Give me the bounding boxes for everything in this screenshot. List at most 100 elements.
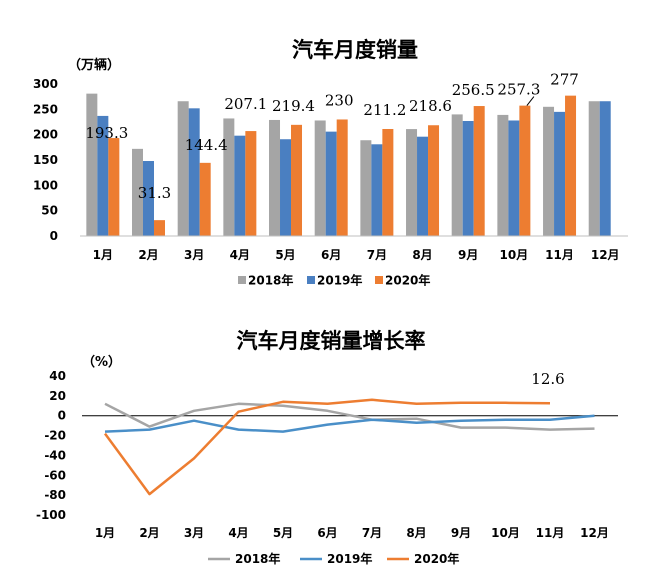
line-y-tick-label: -60	[44, 468, 66, 482]
line-x-tick-label: 3月	[184, 526, 204, 540]
line-legend-label: 2019年	[327, 551, 372, 566]
bar-2018年-10月	[497, 114, 509, 236]
bar-2018年-11月	[543, 106, 555, 236]
bar-2018年-12月	[588, 101, 600, 236]
bar-legend: 2018年 2019年 2020年	[238, 273, 430, 288]
bar-2018年-3月	[177, 101, 189, 236]
line-x-tick-label: 6月	[317, 526, 337, 540]
bar-2018年-7月	[360, 140, 372, 236]
bar-2020年-4月	[245, 131, 257, 236]
line-legend: 2018年 2019年 2020年	[208, 551, 459, 566]
line-x-tick-label: 4月	[228, 526, 248, 540]
bar-x-tick-label: 8月	[412, 248, 432, 262]
line-y-ticks: 40 20 0 -20 -40 -60 -80 -100	[36, 369, 66, 522]
bar-2019年-2月	[143, 161, 154, 236]
bar-legend-label: 2019年	[317, 273, 362, 288]
bar-chart-title: 汽车月度销量	[292, 38, 418, 62]
bar-x-tick-label: 9月	[458, 248, 478, 262]
bar-legend-label: 2020年	[385, 273, 430, 288]
bar-data-label: 211.2	[363, 101, 406, 119]
bar-x-tick-label: 7月	[367, 248, 387, 262]
bar-data-label: 256.5	[452, 81, 495, 99]
line-x-tick-label: 8月	[406, 526, 426, 540]
bar-data-label: 218.6	[409, 97, 452, 115]
bar-2019年-10月	[508, 120, 520, 236]
bar-data-label: 230	[325, 92, 354, 110]
line-series	[103, 398, 595, 496]
bar-2020年-7月	[382, 128, 394, 236]
line-chart-unit-label: （%）	[82, 354, 121, 370]
bar-2018年-8月	[406, 129, 418, 236]
line-x-tick-label: 7月	[362, 526, 382, 540]
bar-x-tick-label: 6月	[321, 248, 341, 262]
bar-y-tick-label: 100	[33, 178, 58, 192]
bar-series	[86, 93, 611, 237]
bar-2019年-5月	[280, 139, 292, 236]
line-y-tick-label: -40	[44, 448, 66, 462]
line-y-tick-label: -80	[44, 488, 66, 502]
bar-2020年-9月	[473, 106, 485, 236]
line-x-tick-label: 1月	[95, 526, 115, 540]
bar-2020年-1月	[108, 138, 120, 236]
bar-2020年-10月	[519, 105, 531, 236]
bar-data-label: 144.4	[185, 136, 228, 154]
bar-2019年-3月	[188, 108, 200, 236]
bar-2018年-5月	[269, 119, 281, 236]
bar-2019年-11月	[554, 111, 566, 236]
line-chart-title: 汽车月度销量增长率	[237, 329, 426, 353]
bar-y-ticks: 0 50 100 150 200 250 300	[33, 77, 58, 243]
bar-chart-unit-label: （万辆）	[68, 57, 120, 73]
bar-x-tick-label: 3月	[184, 248, 204, 262]
line-y-tick-label: -20	[44, 429, 66, 443]
bar-2018年-6月	[314, 120, 326, 236]
bar-x-tick-label: 2月	[138, 248, 158, 262]
bar-2018年-2月	[132, 148, 143, 236]
line-y-tick-label: 0	[58, 409, 66, 423]
bar-data-label: 193.3	[85, 124, 128, 142]
bar-y-tick-label: 50	[41, 204, 58, 218]
bar-2019年-12月	[599, 101, 611, 236]
bar-x-ticks: 1月 2月 3月 4月 5月 6月 7月 8月 9月 10月 11月 12月	[93, 248, 620, 262]
bar-2019年-6月	[325, 131, 337, 236]
bar-data-label: 31.3	[138, 184, 171, 202]
bar-x-tick-label: 4月	[230, 248, 250, 262]
bar-2020年-6月	[336, 119, 348, 236]
line-x-tick-label: 2月	[139, 526, 159, 540]
bar-legend-label: 2018年	[248, 273, 293, 288]
bar-2019年-8月	[417, 136, 429, 236]
line-data-label: 12.6	[531, 370, 564, 388]
bar-2020年-11月	[565, 95, 577, 237]
bar-2019年-7月	[371, 144, 383, 236]
bar-y-tick-label: 300	[33, 77, 58, 91]
line-data-labels: 12.6	[531, 370, 564, 388]
bar-2018年-1月	[86, 93, 98, 236]
line-x-tick-label: 12月	[580, 526, 609, 540]
line-x-tick-label: 11月	[536, 526, 565, 540]
bar-2020年-8月	[428, 125, 440, 236]
line-x-tick-label: 9月	[451, 526, 471, 540]
line-legend-label: 2020年	[414, 551, 459, 566]
bar-2020年-2月	[154, 220, 165, 236]
bar-2019年-9月	[462, 120, 474, 236]
bar-legend-swatch-2018年	[238, 276, 246, 284]
bar-2020年-3月	[199, 162, 211, 236]
bar-data-label: 219.4	[272, 97, 315, 115]
bar-legend-swatch-2019年	[307, 276, 315, 284]
bar-data-label: 207.1	[224, 95, 267, 113]
bar-chart: 汽车月度销量 （万辆） 0 50 100 150 200 250 300 193.3 31.3…	[33, 38, 628, 288]
line-2019年	[104, 414, 595, 433]
bar-data-label: 257.3	[497, 81, 540, 99]
bar-legend-swatch-2020年	[375, 276, 383, 284]
bar-y-tick-label: 200	[33, 128, 58, 142]
bar-x-tick-label: 12月	[591, 248, 620, 262]
bar-data-labels: 193.3 31.3 144.4 207.1 219.4 230 211.2 218.6256…	[85, 71, 578, 202]
bar-x-tick-label: 1月	[93, 248, 113, 262]
bar-y-tick-label: 150	[33, 153, 58, 167]
bar-2019年-1月	[97, 115, 109, 236]
line-x-tick-label: 5月	[273, 526, 293, 540]
bar-y-tick-label: 0	[50, 229, 58, 243]
line-x-ticks: 1月 2月 3月 4月 5月 6月 7月 8月 9月 10月 11月 12月	[95, 526, 609, 540]
bar-x-tick-label: 5月	[275, 248, 295, 262]
bar-2020年-5月	[291, 124, 303, 236]
